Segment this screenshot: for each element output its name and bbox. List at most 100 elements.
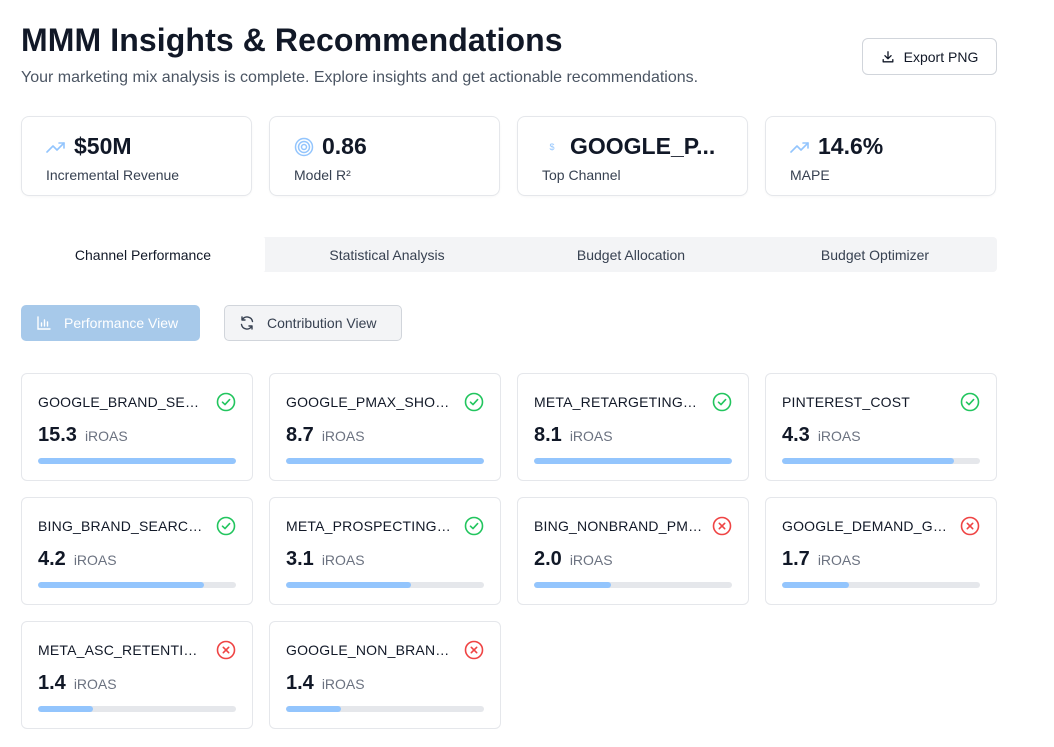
channel-progress-fill — [286, 458, 484, 464]
check-circle-icon — [216, 392, 236, 412]
kpi-card-mape: 14.6% MAPE — [765, 116, 996, 196]
tab-bar: Channel Performance Statistical Analysis… — [21, 237, 997, 272]
channel-iroas-value: 2.0 — [534, 548, 562, 570]
performance-view-label: Performance View — [64, 315, 179, 331]
channel-metric: 8.1 iROAS — [534, 424, 613, 447]
channel-iroas-unit: iROAS — [84, 428, 128, 444]
channel-progress-fill — [38, 458, 236, 464]
check-circle-icon — [464, 392, 484, 412]
channel-iroas-unit: iROAS — [321, 428, 365, 444]
export-png-button[interactable]: Export PNG — [862, 38, 997, 75]
channel-iroas-value: 8.7 — [286, 424, 314, 446]
trending-up-icon — [790, 137, 810, 157]
channel-progress-bar — [38, 458, 236, 464]
channel-card[interactable]: GOOGLE_PMAX_SHOPPI... 8.7 iROAS — [269, 373, 501, 481]
kpi-label: Model R² — [294, 167, 351, 183]
check-circle-icon — [464, 516, 484, 536]
channel-name: GOOGLE_BRAND_SEAR... — [38, 394, 208, 410]
channel-progress-bar — [534, 582, 732, 588]
kpi-label: Top Channel — [542, 167, 621, 183]
check-circle-icon — [216, 516, 236, 536]
channel-name: PINTEREST_COST — [782, 394, 911, 410]
x-circle-icon — [712, 516, 732, 536]
check-circle-icon — [712, 392, 732, 412]
dollar-icon: $ — [549, 141, 555, 152]
channel-progress-fill — [38, 582, 205, 588]
performance-view-button[interactable]: Performance View — [21, 305, 200, 341]
channel-card[interactable]: META_ASC_RETENTION_... 1.4 iROAS — [21, 621, 253, 729]
channel-progress-bar — [38, 582, 236, 588]
channel-progress-bar — [782, 582, 980, 588]
channel-metric: 1.4 iROAS — [286, 672, 365, 695]
channel-iroas-value: 4.2 — [38, 548, 66, 570]
kpi-value: $50M — [74, 133, 132, 159]
channel-iroas-value: 4.3 — [782, 424, 810, 446]
channel-metric: 4.2 iROAS — [38, 548, 117, 571]
kpi-value: 0.86 — [322, 133, 367, 159]
channel-iroas-unit: iROAS — [321, 552, 365, 568]
channel-progress-bar — [38, 706, 236, 712]
channel-progress-fill — [534, 458, 732, 464]
channel-progress-bar — [286, 458, 484, 464]
download-icon — [882, 50, 894, 62]
channel-card[interactable]: GOOGLE_NON_BRAND_... 1.4 iROAS — [269, 621, 501, 729]
channel-progress-fill — [782, 582, 850, 588]
channel-iroas-value: 15.3 — [38, 424, 77, 446]
channel-name: META_PROSPECTING_C... — [286, 518, 456, 534]
channel-iroas-unit: iROAS — [569, 552, 613, 568]
page-title: MMM Insights & Recommendations — [21, 22, 563, 58]
channel-progress-bar — [782, 458, 980, 464]
kpi-label: Incremental Revenue — [46, 167, 180, 183]
channel-progress-fill — [286, 706, 342, 712]
channel-metric: 15.3 iROAS — [38, 424, 128, 447]
channel-metric: 8.7 iROAS — [286, 424, 365, 447]
channel-name: GOOGLE_PMAX_SHOPPI... — [286, 394, 456, 410]
x-circle-icon — [464, 640, 484, 660]
channel-name: META_ASC_RETENTION_... — [38, 642, 208, 658]
kpi-card-top-channel: $ GOOGLE_P... Top Channel — [517, 116, 748, 196]
channel-iroas-value: 1.4 — [286, 672, 314, 694]
channel-progress-fill — [782, 458, 955, 464]
contribution-view-label: Contribution View — [267, 315, 377, 331]
channel-name: GOOGLE_DEMAND_GE... — [782, 518, 952, 534]
channel-iroas-value: 1.7 — [782, 548, 810, 570]
channel-iroas-unit: iROAS — [321, 676, 365, 692]
bar-chart-icon — [37, 316, 51, 330]
tab-budget-allocation[interactable]: Budget Allocation — [576, 246, 686, 263]
channel-card[interactable]: GOOGLE_BRAND_SEAR... 15.3 iROAS — [21, 373, 253, 481]
channel-progress-bar — [286, 582, 484, 588]
x-circle-icon — [960, 516, 980, 536]
tab-channel-performance[interactable]: Channel Performance — [21, 237, 265, 272]
channel-progress-bar — [534, 458, 732, 464]
contribution-view-button[interactable]: Contribution View — [224, 305, 402, 341]
channel-iroas-value: 1.4 — [38, 672, 66, 694]
channel-iroas-value: 8.1 — [534, 424, 562, 446]
channel-card[interactable]: BING_BRAND_SEARCH_... 4.2 iROAS — [21, 497, 253, 605]
channel-metric: 3.1 iROAS — [286, 548, 365, 571]
target-icon — [294, 137, 314, 157]
export-png-label: Export PNG — [903, 48, 979, 65]
channel-iroas-unit: iROAS — [73, 676, 117, 692]
channel-metric: 2.0 iROAS — [534, 548, 613, 571]
channel-metric: 1.7 iROAS — [782, 548, 861, 571]
channel-progress-fill — [38, 706, 94, 712]
channel-card[interactable]: META_PROSPECTING_C... 3.1 iROAS — [269, 497, 501, 605]
kpi-card-incremental-revenue: $50M Incremental Revenue — [21, 116, 252, 196]
tab-statistical-analysis[interactable]: Statistical Analysis — [329, 246, 445, 263]
channel-card[interactable]: META_RETARGETING_C... 8.1 iROAS — [517, 373, 749, 481]
trending-up-icon — [46, 137, 66, 157]
channel-iroas-value: 3.1 — [286, 548, 314, 570]
page-subtitle: Your marketing mix analysis is complete.… — [21, 69, 699, 86]
channel-iroas-unit: iROAS — [817, 552, 861, 568]
channel-card[interactable]: PINTEREST_COST 4.3 iROAS — [765, 373, 997, 481]
tab-budget-optimizer[interactable]: Budget Optimizer — [820, 246, 930, 263]
channel-iroas-unit: iROAS — [73, 552, 117, 568]
channel-progress-fill — [534, 582, 612, 588]
channel-card[interactable]: GOOGLE_DEMAND_GE... 1.7 iROAS — [765, 497, 997, 605]
channel-metric: 1.4 iROAS — [38, 672, 117, 695]
channel-name: GOOGLE_NON_BRAND_... — [286, 642, 456, 658]
kpi-card-model-r2: 0.86 Model R² — [269, 116, 500, 196]
channel-card[interactable]: BING_NONBRAND_PMA... 2.0 iROAS — [517, 497, 749, 605]
channel-metric: 4.3 iROAS — [782, 424, 861, 447]
kpi-value: 14.6% — [818, 133, 884, 159]
